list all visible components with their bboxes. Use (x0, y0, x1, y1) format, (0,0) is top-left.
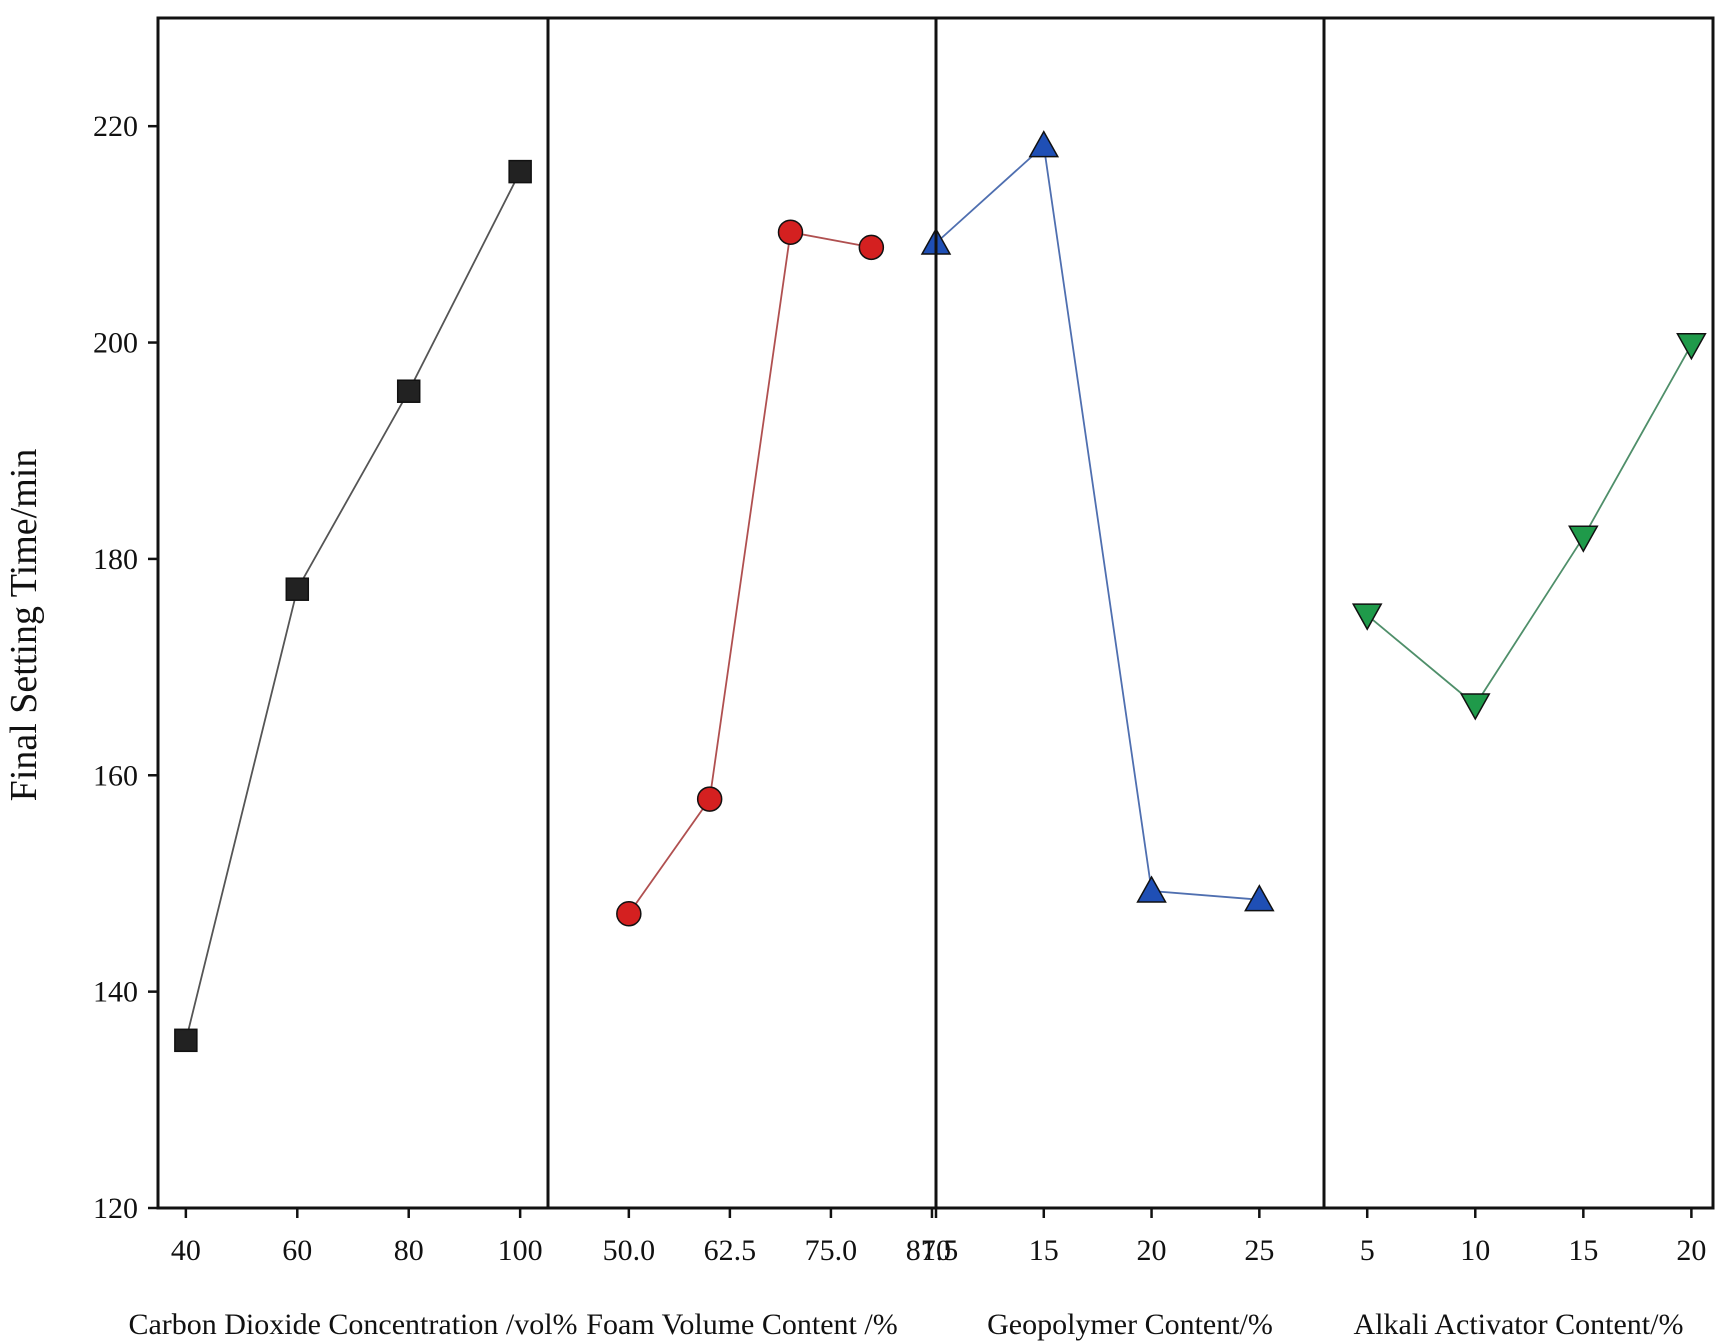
x-tick-label: 75.0 (805, 1234, 858, 1267)
x-tick-label: 87.5 (906, 1234, 959, 1267)
data-point-circle (616, 900, 642, 927)
y-tick-label: 140 (93, 976, 138, 1009)
data-point-square (174, 1028, 198, 1053)
data-point-square (285, 577, 310, 601)
x-tick-label: 5 (1360, 1234, 1375, 1267)
x-tick-label: 50.0 (603, 1234, 656, 1267)
x-tick-label: 25 (1244, 1234, 1274, 1267)
data-point-triangle-up (1136, 875, 1167, 903)
data-point-triangle-up (1244, 884, 1275, 912)
data-point-square (396, 379, 421, 403)
x-tick-label: 62.5 (704, 1234, 757, 1267)
x-tick-label: 60 (282, 1234, 312, 1267)
y-tick-label: 200 (93, 327, 138, 360)
x-tick-label: 40 (171, 1234, 201, 1267)
series-line (935, 143, 1260, 901)
x-axis-label: Carbon Dioxide Concentration /vol% (128, 1308, 577, 1341)
data-point-circle (777, 219, 804, 245)
data-point-circle (858, 234, 885, 261)
y-tick-label: 160 (93, 759, 138, 792)
data-point-triangle-down (1459, 693, 1491, 721)
series-line (185, 171, 521, 1041)
x-axis-label: Geopolymer Content/% (987, 1308, 1273, 1341)
y-tick-label: 120 (93, 1192, 138, 1225)
data-point-circle (696, 786, 723, 812)
data-point-triangle-down (1676, 332, 1707, 361)
data-point-triangle-down (1351, 603, 1383, 631)
x-tick-label: 15 (1568, 1234, 1598, 1267)
x-tick-label: 15 (1029, 1234, 1059, 1267)
series-line (1366, 344, 1693, 707)
x-tick-label: 20 (1676, 1234, 1706, 1267)
data-point-square (508, 159, 532, 184)
data-point-triangle-up (1028, 130, 1060, 158)
x-tick-label: 80 (394, 1234, 424, 1267)
x-tick-label: 100 (498, 1234, 543, 1267)
y-tick-label: 220 (93, 110, 138, 143)
series-line (628, 231, 872, 915)
y-tick-label: 180 (93, 543, 138, 576)
data-point-triangle-down (1568, 525, 1599, 553)
y-axis-label: Final Setting Time/min (3, 449, 45, 802)
x-tick-label: 20 (1137, 1234, 1167, 1267)
x-axis-label: Alkali Activator Content/% (1354, 1308, 1684, 1341)
x-tick-label: 10 (921, 1234, 951, 1267)
x-tick-label: 10 (1460, 1234, 1490, 1267)
x-axis-label: Foam Volume Content /% (586, 1308, 897, 1341)
plot-area: 120 140 160 180 200 220 40 60 80 100 Carbon Dioxid… (93, 16, 1715, 1341)
